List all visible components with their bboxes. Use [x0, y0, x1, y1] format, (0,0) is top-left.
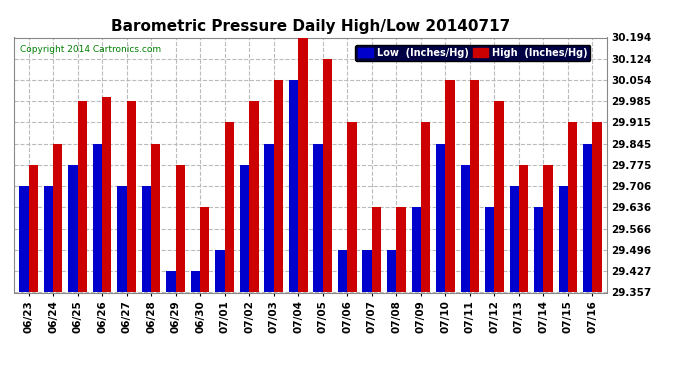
Bar — [323, 59, 332, 292]
Bar — [460, 165, 470, 292]
Bar — [68, 165, 77, 292]
Bar — [126, 101, 136, 292]
Bar — [264, 144, 274, 292]
Bar — [240, 165, 249, 292]
Bar — [485, 207, 495, 292]
Bar — [298, 38, 308, 292]
Bar — [372, 207, 381, 292]
Bar — [117, 186, 126, 292]
Bar — [53, 144, 62, 292]
Bar — [544, 165, 553, 292]
Bar — [445, 80, 455, 292]
Bar — [347, 123, 357, 292]
Bar — [362, 250, 372, 292]
Text: Copyright 2014 Cartronics.com: Copyright 2014 Cartronics.com — [20, 45, 161, 54]
Bar — [28, 165, 38, 292]
Bar — [593, 123, 602, 292]
Bar — [166, 271, 176, 292]
Bar — [191, 271, 200, 292]
Bar — [583, 144, 593, 292]
Bar — [200, 207, 210, 292]
Bar — [249, 101, 259, 292]
Bar — [338, 250, 347, 292]
Title: Barometric Pressure Daily High/Low 20140717: Barometric Pressure Daily High/Low 20140… — [111, 18, 510, 33]
Bar — [176, 165, 185, 292]
Bar — [421, 123, 430, 292]
Bar — [534, 207, 544, 292]
Bar — [436, 144, 445, 292]
Bar — [519, 165, 529, 292]
Bar — [470, 80, 479, 292]
Bar — [151, 144, 161, 292]
Bar — [225, 123, 234, 292]
Bar — [77, 101, 87, 292]
Bar — [495, 101, 504, 292]
Bar — [568, 123, 578, 292]
Bar — [559, 186, 568, 292]
Bar — [92, 144, 102, 292]
Bar — [289, 80, 298, 292]
Bar — [215, 250, 225, 292]
Bar — [43, 186, 53, 292]
Bar — [396, 207, 406, 292]
Bar — [102, 97, 111, 292]
Bar — [510, 186, 519, 292]
Bar — [313, 144, 323, 292]
Legend: Low  (Inches/Hg), High  (Inches/Hg): Low (Inches/Hg), High (Inches/Hg) — [355, 45, 591, 61]
Bar — [274, 80, 283, 292]
Bar — [387, 250, 396, 292]
Bar — [19, 186, 28, 292]
Bar — [142, 186, 151, 292]
Bar — [411, 207, 421, 292]
